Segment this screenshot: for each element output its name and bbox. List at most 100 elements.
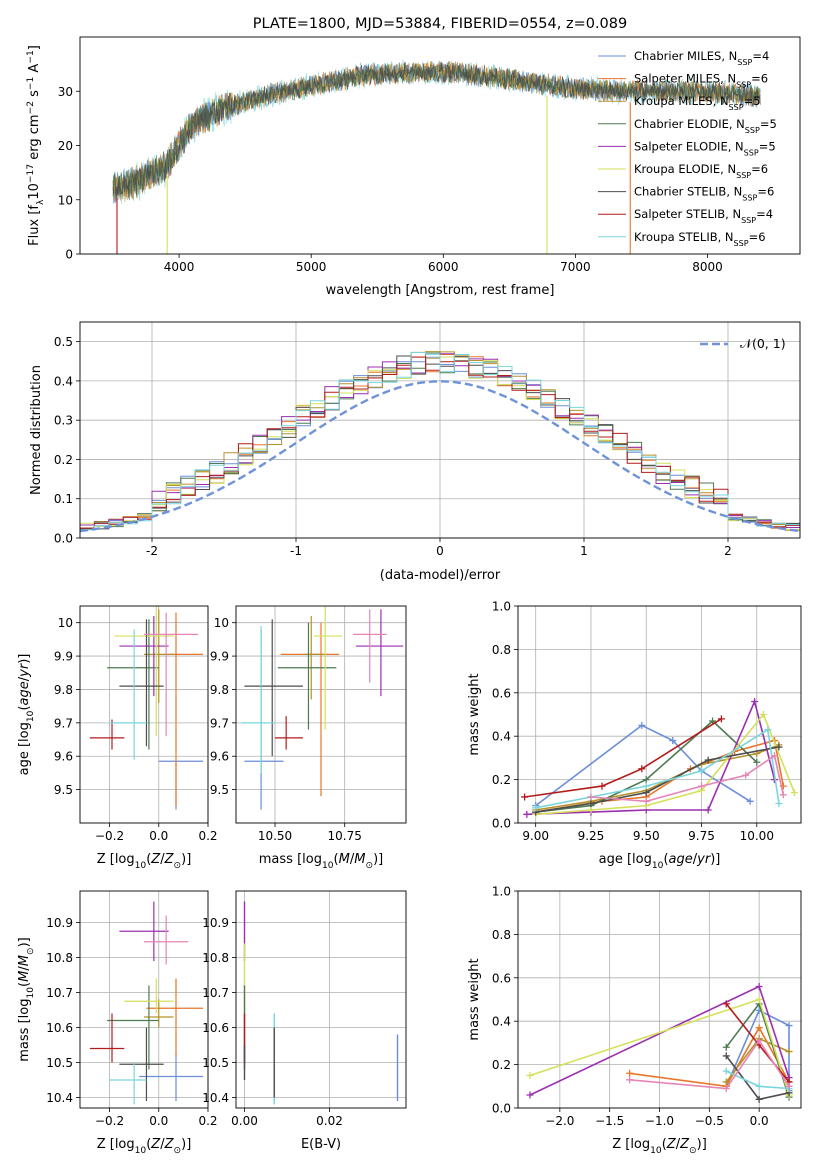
- label-part: (: [17, 705, 32, 710]
- label-part: yr: [696, 852, 712, 867]
- y-tick-label: 0.2: [492, 1058, 511, 1072]
- label-part: /: [350, 852, 355, 867]
- y-axis-label: Normed distribution: [29, 365, 44, 495]
- label-part: /: [676, 1137, 681, 1152]
- y-tick-label: 0.0: [54, 532, 73, 546]
- weight-marker: [722, 1043, 730, 1051]
- legend: 𝒩(0, 1): [700, 336, 786, 351]
- y-tick-label: 10.6: [46, 1021, 73, 1035]
- x-tick-label: -1: [290, 544, 302, 558]
- label-part: =5: [744, 94, 761, 108]
- label-part: s: [27, 90, 42, 101]
- label-part: /: [160, 852, 165, 867]
- axes: 0.00 0.02 10.4 10.5 10.6 10.7 10.8 10.9 E(B-V): [202, 890, 407, 1152]
- x-axis-label: Z [log10(Z/Z⊙)]: [612, 1137, 707, 1156]
- label-part: =6: [751, 162, 768, 176]
- y-tick-label: 20: [58, 139, 73, 153]
- weight-marker: [755, 1024, 763, 1032]
- x-tick-label: 10.75: [328, 829, 362, 843]
- label-part: age [log: [17, 722, 32, 775]
- axes-frame: [79, 890, 209, 1109]
- label-part: −2: [26, 101, 36, 114]
- label-part: SSP: [744, 148, 759, 157]
- label-part: ]: [27, 45, 42, 50]
- label-part: M: [339, 852, 350, 867]
- y-tick-label: 0.1: [54, 492, 73, 506]
- x-tick-label: 7000: [560, 260, 591, 274]
- weight-marker: [746, 797, 754, 805]
- x-tick-label: 0.2: [198, 829, 217, 843]
- y-tick-label: 0.8: [492, 928, 511, 942]
- y-tick-label: 10.4: [202, 1091, 229, 1105]
- weight-marker: [523, 810, 531, 818]
- label-part: )]: [710, 852, 720, 867]
- y-tick-label: 0.3: [54, 414, 73, 428]
- plot-area: [243, 901, 399, 1105]
- label-part: /: [693, 852, 698, 867]
- weight-line: [535, 712, 796, 816]
- plot-area: [80, 351, 800, 533]
- weight-marker: [709, 717, 717, 725]
- label-part: yr: [17, 662, 32, 678]
- label-part: )]: [373, 852, 383, 867]
- x-axis-label: (data-model)/error: [380, 568, 501, 583]
- chart-title: PLATE=1800, MJD=53884, FIBERID=0554, z=0…: [253, 16, 627, 32]
- x-tick-label: -2: [146, 544, 158, 558]
- y-tick-label: 9.9: [210, 650, 229, 664]
- axes-frame: [79, 605, 209, 824]
- weight-marker: [790, 789, 798, 797]
- label-part: −1: [26, 50, 36, 63]
- label-part: /: [160, 1137, 165, 1152]
- x-tick-label: 9.00: [522, 829, 549, 843]
- weight-marker: [775, 799, 783, 807]
- label-part: Z: [150, 1137, 161, 1152]
- label-part: =5: [759, 139, 776, 153]
- label-part: 10: [652, 861, 664, 871]
- weight-marker: [753, 758, 761, 766]
- label-part: (: [662, 1137, 667, 1152]
- label-part: mass [log: [17, 999, 32, 1062]
- weight-marker: [669, 737, 677, 745]
- y-tick-label: 10.8: [202, 951, 229, 965]
- label-part: )]: [17, 654, 32, 664]
- x-axis-label: wavelength [Angstrom, rest frame]: [326, 283, 555, 298]
- weight-line: [629, 1039, 790, 1090]
- label-part: SSP: [729, 103, 744, 112]
- y-tick-label: 0.0: [492, 817, 511, 831]
- label-part: Z [log: [97, 852, 135, 867]
- axes-frame: [235, 890, 407, 1109]
- label-part: Chabrier STELIB, N: [634, 185, 742, 199]
- label-part: Z [log: [612, 1137, 650, 1152]
- weight-marker: [642, 797, 650, 805]
- y-tick-label: 1.0: [492, 885, 511, 899]
- chart-mass-vs-Z: −0.2 0.0 0.2 10.4 10.5 10.6 10.7 10.8 10.9 Z [log…: [17, 890, 218, 1156]
- legend-entry: Salpeter MILES, NSSP=6: [634, 72, 768, 90]
- label-part: ⊙: [365, 861, 373, 871]
- y-tick-label: 1.0: [492, 600, 511, 614]
- weight-marker: [526, 1091, 534, 1099]
- y-tick-label: 9.7: [54, 716, 73, 730]
- weight-marker: [521, 793, 529, 801]
- x-axis-label: Z [log10(Z/Z⊙)]: [97, 1137, 192, 1156]
- chart-weight-vs-age: 9.00 9.25 9.50 9.75 10.00 0.0 0.2 0.4 0.6 0.8 1.0 a…: [467, 600, 802, 871]
- legend-entry: Chabrier STELIB, NSSP=6: [634, 185, 774, 203]
- label-part: SSP: [734, 238, 749, 247]
- weight-marker: [587, 799, 595, 807]
- weight-marker: [755, 1082, 763, 1090]
- label-part: M: [354, 852, 365, 867]
- label-part: M: [17, 971, 32, 982]
- histogram-kroupa-stelib: [80, 352, 800, 531]
- legend-entry: Kroupa STELIB, NSSP=6: [634, 230, 766, 248]
- label-part: SSP: [742, 193, 757, 202]
- weight-marker: [698, 782, 706, 790]
- y-tick-label: 0.2: [54, 453, 73, 467]
- x-tick-label: 0.00: [231, 1114, 258, 1128]
- weight-line: [629, 1026, 790, 1088]
- weight-marker: [638, 765, 646, 773]
- plot-area: [89, 606, 204, 810]
- chart-mass-vs-EBV: 0.00 0.02 10.4 10.5 10.6 10.7 10.8 10.9 E(B-V): [202, 890, 407, 1152]
- legend-entry: Salpeter ELODIE, NSSP=5: [634, 139, 776, 157]
- y-tick-label: 10.7: [46, 986, 73, 1000]
